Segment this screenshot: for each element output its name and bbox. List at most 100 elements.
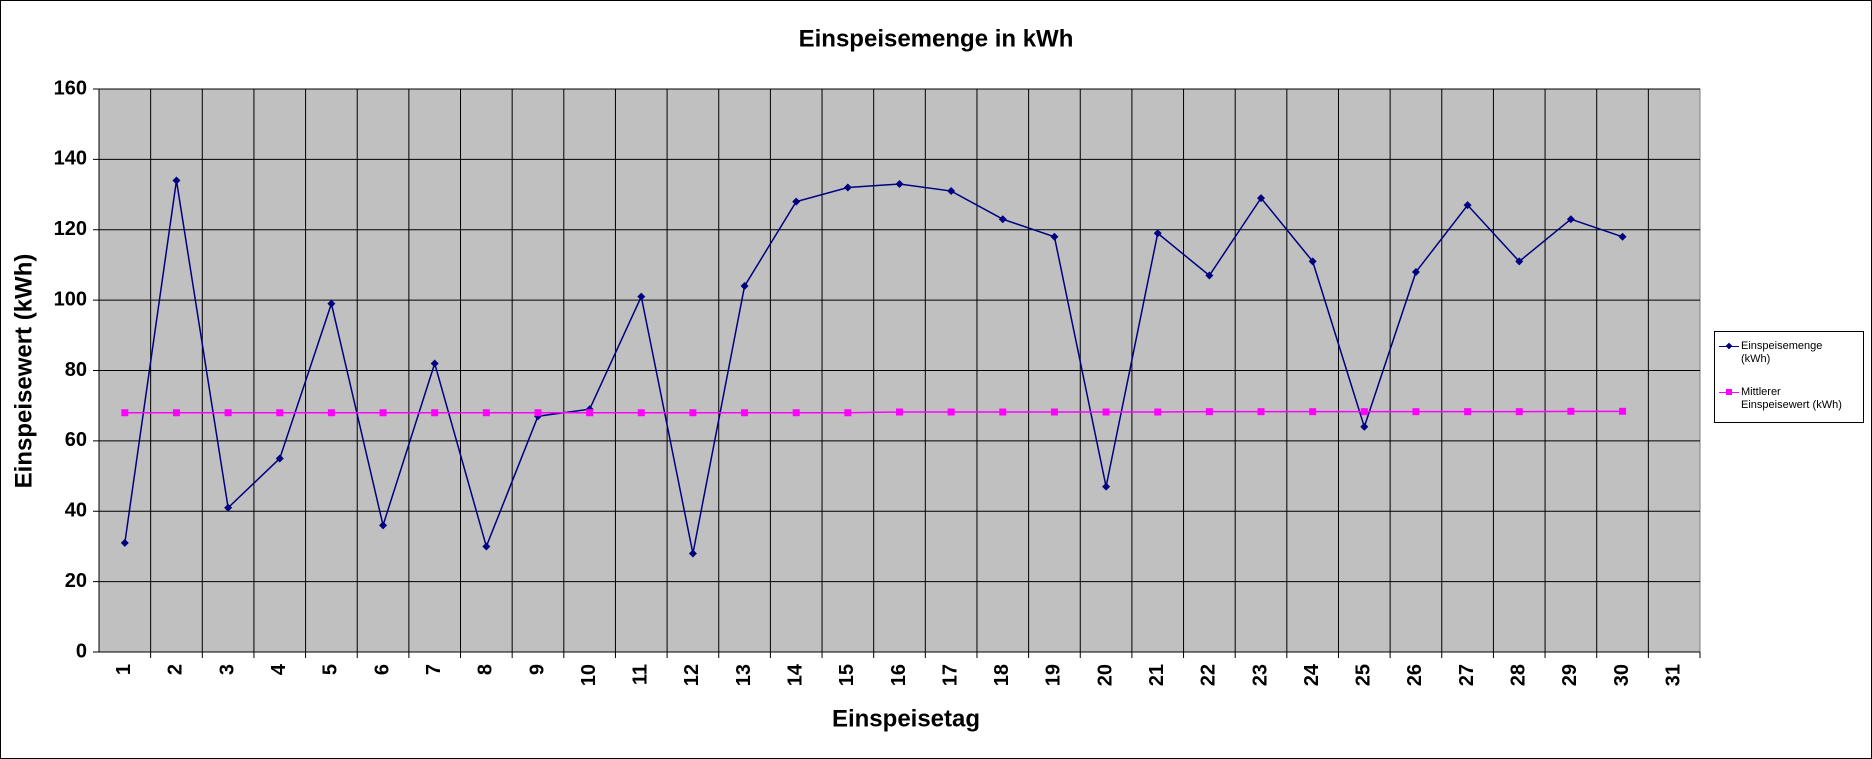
x-tick-label: 24 (1301, 663, 1323, 686)
data-point (1102, 408, 1110, 416)
data-point (327, 299, 336, 308)
data-point (1308, 257, 1317, 266)
series-line (124, 410, 1623, 414)
x-tick-label: 5 (320, 664, 342, 675)
data-point (741, 409, 749, 417)
y-tick-label: 20 (65, 570, 87, 592)
data-point (688, 549, 697, 558)
data-point (1515, 257, 1524, 266)
x-tick-label: 4 (268, 663, 290, 675)
x-tick-label: 12 (681, 664, 703, 686)
data-point (1515, 408, 1523, 416)
data-point (844, 409, 852, 417)
x-tick-label: 3 (216, 664, 238, 675)
data-point (275, 454, 284, 463)
data-point (1411, 267, 1420, 276)
x-tick-label: 22 (1198, 664, 1220, 686)
data-point (534, 409, 542, 417)
data-point (276, 409, 284, 417)
data-point (1102, 482, 1111, 491)
y-axis-title: Einspeisewert (kWh) (10, 254, 37, 489)
y-tick-label: 100 (54, 288, 87, 310)
x-tick-label: 17 (939, 664, 961, 686)
data-point (1153, 229, 1162, 238)
data-point (482, 409, 490, 417)
data-point (896, 408, 903, 416)
y-tick-label: 0 (76, 640, 87, 662)
data-point (120, 538, 129, 547)
data-point (431, 409, 439, 417)
data-point (586, 409, 594, 417)
series-line (124, 180, 1623, 554)
x-tick-label: 1 (113, 664, 135, 675)
data-point (482, 542, 491, 551)
y-tick-label: 120 (54, 218, 87, 240)
x-tick-label: 9 (526, 664, 548, 675)
data-point (224, 503, 233, 512)
x-tick-label: 27 (1456, 664, 1478, 686)
data-point (740, 282, 749, 291)
data-point (1619, 407, 1627, 415)
chart-title: Einspeisemenge in kWh (799, 25, 1074, 52)
data-point (172, 409, 180, 417)
x-tick-label: 31 (1662, 664, 1684, 686)
x-tick-label: 30 (1611, 664, 1633, 686)
data-point (1257, 194, 1266, 203)
data-point (1154, 408, 1162, 416)
data-point (947, 408, 955, 416)
data-point (1309, 408, 1317, 416)
data-point (1257, 408, 1265, 416)
data-point (1205, 408, 1213, 416)
data-point (1463, 201, 1472, 210)
x-tick-label: 13 (733, 664, 755, 686)
x-tick-label: 19 (1043, 664, 1065, 686)
legend-item: Mittlerer Einspeisewert (kWh) (1719, 386, 1859, 412)
y-tick-label: 140 (54, 148, 87, 170)
x-tick-label: 2 (165, 664, 187, 675)
x-tick-label: 28 (1508, 664, 1530, 686)
x-tick-label: 7 (423, 664, 445, 675)
data-point (895, 180, 904, 189)
x-tick-label: 26 (1404, 664, 1426, 686)
y-tick-label: 80 (65, 359, 87, 381)
y-tick-label: 60 (65, 429, 87, 451)
legend-key (1719, 386, 1741, 398)
data-point (1618, 232, 1627, 241)
data-point (792, 409, 800, 417)
y-tick-label: 40 (65, 500, 87, 522)
data-point (999, 408, 1007, 416)
data-point (792, 197, 801, 206)
data-point (224, 409, 232, 417)
data-point (947, 187, 956, 196)
data-point (1360, 422, 1369, 431)
x-tick-label: 14 (784, 663, 806, 686)
legend-label: Einspeisemenge (kWh) (1741, 340, 1823, 365)
data-point (379, 409, 387, 417)
data-point (1566, 215, 1575, 224)
x-tick-label: 10 (578, 664, 600, 686)
x-tick-label: 29 (1559, 664, 1581, 686)
data-point (379, 521, 388, 530)
x-tick-label: 23 (1249, 664, 1271, 686)
x-axis-title: Einspeisetag (832, 705, 980, 732)
x-tick-label: 16 (888, 664, 910, 686)
data-point (1412, 408, 1420, 416)
data-point (1567, 407, 1575, 415)
data-point (689, 409, 697, 417)
data-point (430, 359, 439, 368)
data-point (121, 409, 129, 417)
x-tick-label: 18 (991, 664, 1013, 686)
legend: Einspeisemenge (kWh) Mittlerer Einspeisew… (1714, 331, 1864, 423)
data-point (1050, 232, 1059, 241)
data-point (637, 409, 645, 417)
data-point (327, 409, 335, 417)
legend-label: Mittlerer Einspeisewert (kWh) (1741, 386, 1842, 411)
data-point (1360, 408, 1368, 416)
data-point (1464, 408, 1472, 416)
data-point (843, 183, 852, 192)
legend-marker (1726, 389, 1732, 395)
data-point (998, 215, 1007, 224)
x-tick-label: 11 (630, 664, 652, 685)
